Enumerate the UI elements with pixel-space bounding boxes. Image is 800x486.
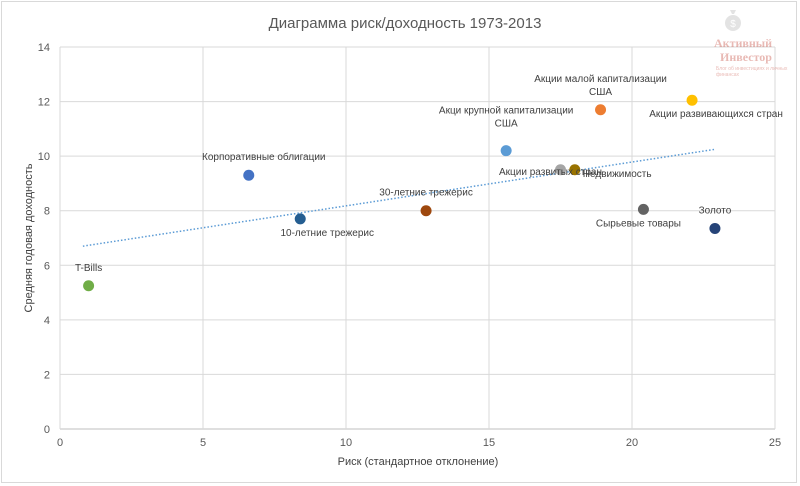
- x-tick-label: 0: [57, 437, 63, 449]
- x-tick-label: 5: [200, 437, 206, 449]
- data-label: Недвижимость: [583, 169, 652, 180]
- data-point: [243, 169, 255, 181]
- y-tick-label: 14: [38, 42, 50, 54]
- watermark-logo: $ Активный Инвестор Блог об инвестициях …: [712, 8, 796, 80]
- tick-labels: 0 2 4 6 8 10 12 14 0 5 10 15 20 25: [38, 42, 781, 449]
- watermark-line1: Активный: [714, 36, 773, 50]
- y-axis-label: Средняя годовая доходность: [23, 163, 35, 312]
- data-point: [500, 145, 512, 157]
- y-tick-label: 8: [44, 206, 50, 218]
- y-tick-label: 4: [44, 315, 50, 327]
- x-tick-label: 20: [626, 437, 638, 449]
- data-points: [83, 94, 721, 292]
- y-tick-label: 10: [38, 151, 50, 163]
- x-tick-label: 15: [483, 437, 495, 449]
- data-point: [637, 203, 649, 215]
- data-point: [595, 104, 607, 116]
- watermark-tagline: Блог об инвестициях и личных финансах: [716, 66, 788, 78]
- data-point: [709, 222, 721, 234]
- data-label: T-Bills: [75, 263, 102, 274]
- data-point: [686, 94, 698, 106]
- money-bag-icon: $: [725, 10, 741, 31]
- data-label: Сырьевые товары: [596, 218, 681, 229]
- y-tick-label: 2: [44, 369, 50, 381]
- y-tick-label: 12: [38, 97, 50, 109]
- data-label: Акции развивающихся стран: [649, 109, 783, 120]
- data-label: Акции малой капитализации США: [534, 74, 667, 98]
- data-label: Акци крупной капитализации США: [439, 106, 573, 130]
- watermark-line2: Инвестор: [720, 50, 772, 64]
- x-axis-label: Риск (стандартное отклонение): [338, 456, 499, 468]
- data-labels: T-Bills Корпоративные облигации 10-летние …: [75, 74, 783, 274]
- data-point: [294, 213, 306, 225]
- data-label: 30-летние трежерис: [379, 188, 473, 199]
- data-label: Акции развитых стран: [499, 167, 602, 178]
- trendline-path: [82, 148, 716, 247]
- data-label: 10-летние трежерис: [280, 228, 374, 239]
- x-tick-label: 10: [340, 437, 352, 449]
- svg-text:$: $: [730, 19, 736, 30]
- data-label: Золото: [699, 205, 732, 216]
- gridlines: [59, 46, 776, 430]
- data-point: [569, 164, 581, 176]
- y-tick-label: 6: [44, 260, 50, 272]
- y-tick-label: 0: [44, 424, 50, 436]
- data-point: [420, 205, 432, 217]
- trendline: [82, 148, 716, 247]
- x-tick-label: 25: [769, 437, 781, 449]
- chart-title: Диаграмма риск/доходность 1973-2013: [269, 15, 542, 32]
- data-point: [555, 164, 566, 176]
- data-label: Корпоративные облигации: [202, 151, 326, 163]
- data-point: [83, 280, 95, 292]
